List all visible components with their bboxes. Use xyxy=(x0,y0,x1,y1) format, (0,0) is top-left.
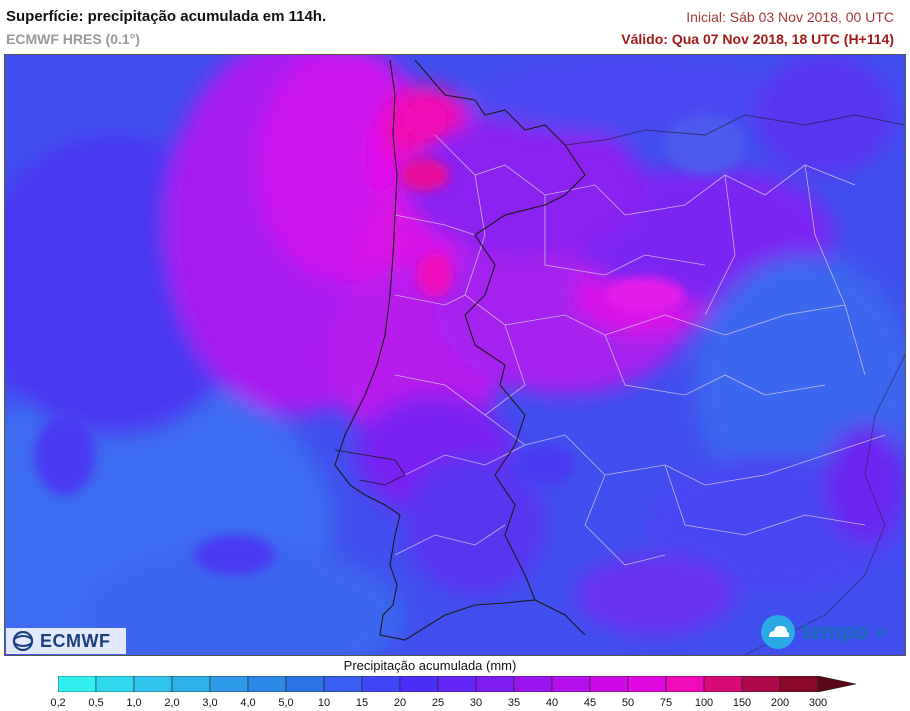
legend-color-swatch xyxy=(58,676,97,692)
north-coastline xyxy=(564,114,905,146)
legend-color-swatch xyxy=(95,676,135,692)
legend-tick-label: 0,2 xyxy=(50,697,66,709)
legend-tick-label: 15 xyxy=(355,697,369,709)
precip-detail xyxy=(35,102,745,575)
legend-tick-label: 1,0 xyxy=(126,697,142,709)
tempo-logo: tempo .pt xyxy=(760,612,900,652)
legend-color-swatch xyxy=(589,676,629,692)
legend-color-swatch xyxy=(665,676,705,692)
legend-tick-label: 300 xyxy=(808,697,828,709)
legend-color-swatch xyxy=(551,676,591,692)
legend-tick-label: 4,0 xyxy=(240,697,256,709)
legend-color-swatch xyxy=(285,676,325,692)
legend-tick-label: 200 xyxy=(770,697,790,709)
legend-tick-label: 5,0 xyxy=(278,697,294,709)
legend-tick-label: 40 xyxy=(545,697,559,709)
tempo-cloud-icon xyxy=(761,615,795,649)
legend-title: Precipitação acumulada (mm) xyxy=(343,658,517,673)
legend-tick-label: 30 xyxy=(469,697,483,709)
map-title: Superfície: precipitação acumulada em 11… xyxy=(6,8,327,25)
admin-boundaries xyxy=(394,134,886,566)
legend-color-swatch xyxy=(323,676,363,692)
legend-color-swatch xyxy=(247,676,287,692)
legend-color-swatch xyxy=(779,676,819,692)
ecmwf-logo-text: ECMWF xyxy=(40,630,111,651)
legend-color-swatch xyxy=(361,676,401,692)
legend-tick-label: 20 xyxy=(393,697,407,709)
legend-color-swatch xyxy=(513,676,553,692)
legend-color-swatch xyxy=(171,676,211,692)
ecmwf-emblem-icon xyxy=(12,631,34,651)
legend-color-swatch xyxy=(703,676,743,692)
legend-tick-label: 10 xyxy=(317,697,331,709)
legend-tick-label: 25 xyxy=(431,697,445,709)
atlantic-coastline xyxy=(334,59,586,641)
precipitation-map xyxy=(4,54,906,656)
legend-tick-label: 75 xyxy=(659,697,673,709)
tempo-logo-text: tempo xyxy=(802,619,868,644)
legend-tick-label: 50 xyxy=(621,697,635,709)
legend-overflow-arrow xyxy=(817,676,857,692)
legend-tick-label: 45 xyxy=(583,697,597,709)
legend-color-swatch xyxy=(437,676,477,692)
legend-tick-label: 0,5 xyxy=(88,697,104,709)
legend-color-swatch xyxy=(741,676,781,692)
valid-time: Válido: Qua 07 Nov 2018, 18 UTC (H+114) xyxy=(621,31,894,47)
legend-tick-label: 2,0 xyxy=(164,697,180,709)
tagus-estuary xyxy=(334,449,406,486)
precip-field xyxy=(5,55,905,655)
legend-tick-label: 100 xyxy=(694,697,714,709)
legend-color-swatch xyxy=(627,676,667,692)
legend-color-swatch xyxy=(399,676,439,692)
legend-tick-label: 3,0 xyxy=(202,697,218,709)
legend-tick-label: 150 xyxy=(732,697,752,709)
legend-labels: 0,2 0,5 1,0 2,0 3,0 4,0 5,0 10 15 20 25 30 35 40 45 50 7… xyxy=(0,697,910,711)
legend-tick-label: 35 xyxy=(507,697,521,709)
model-name: ECMWF HRES (0.1°) xyxy=(6,31,140,47)
ecmwf-logo: ECMWF xyxy=(6,628,126,654)
tempo-logo-suffix: .pt xyxy=(874,626,888,638)
portugal-spain-border xyxy=(414,59,586,601)
legend-color-swatch xyxy=(475,676,515,692)
map-canvas xyxy=(5,55,905,655)
legend-color-swatch xyxy=(209,676,249,692)
legend-color-swatch xyxy=(133,676,173,692)
legend-colorbar xyxy=(58,676,857,692)
initial-time: Inicial: Sáb 03 Nov 2018, 00 UTC xyxy=(686,9,894,25)
